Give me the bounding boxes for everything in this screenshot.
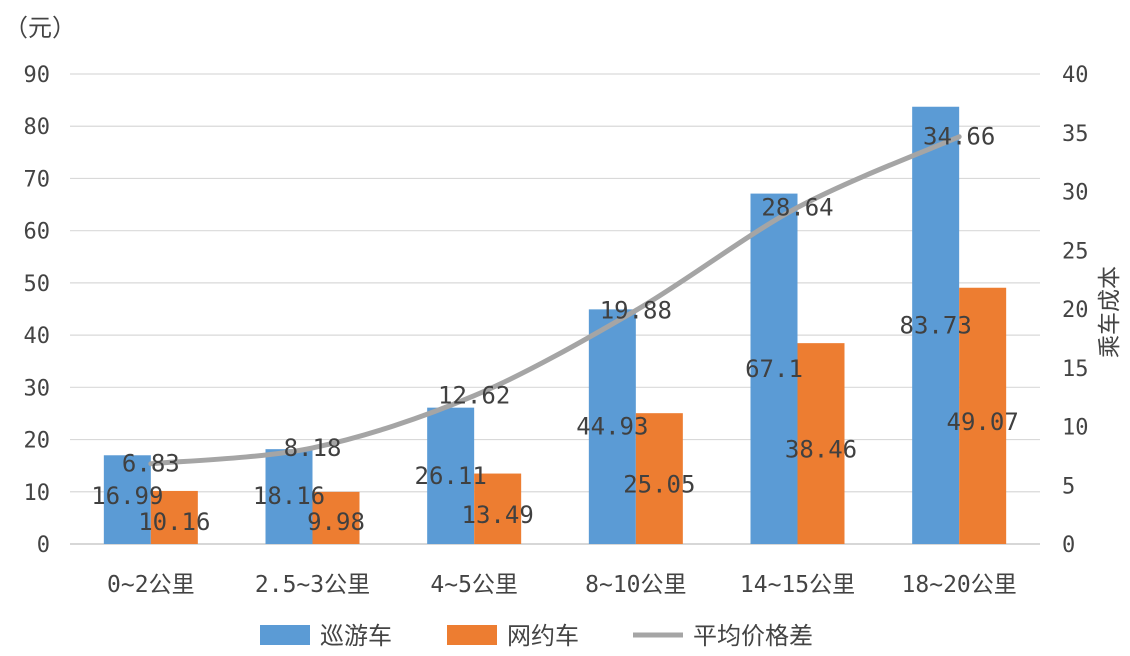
bar-ride-hailing-label: 38.46 <box>785 436 857 464</box>
legend-swatch-ride-hailing <box>447 625 497 645</box>
legend-swatch-cruise-taxi <box>260 625 310 645</box>
bars <box>103 106 1007 545</box>
category-label: 4~5公里 <box>430 572 518 598</box>
bar-cruise-taxi <box>427 407 475 544</box>
category-label: 14~15公里 <box>740 572 855 598</box>
left-tick-label: 50 <box>24 272 51 297</box>
right-tick-label: 20 <box>1062 298 1089 323</box>
bar-ride-hailing-label: 10.16 <box>138 508 210 536</box>
bar-ride-hailing-label: 9.98 <box>307 508 365 536</box>
category-label: 18~20公里 <box>902 572 1017 598</box>
bar-cruise-taxi-label: 67.1 <box>745 355 803 383</box>
bar-cruise-taxi <box>912 106 960 544</box>
category-label: 2.5~3公里 <box>255 572 370 598</box>
right-tick-label: 35 <box>1062 122 1089 147</box>
left-tick-label: 90 <box>24 63 51 88</box>
price-diff-label: 34.66 <box>923 123 995 151</box>
bar-cruise-taxi-label: 26.11 <box>415 462 487 490</box>
right-tick-label: 10 <box>1062 416 1089 441</box>
bar-cruise-taxi-label: 83.73 <box>900 311 972 339</box>
left-tick-label: 20 <box>24 429 51 454</box>
price-diff-line-layer <box>148 134 962 467</box>
data-labels: 16.99 18.16 26.11 44.93 67.1 83.73 10.16 9.98 13… <box>91 123 1019 536</box>
legend: 巡游车 网约车 平均价格差 <box>260 622 813 650</box>
price-diff-label: 19.88 <box>600 296 672 324</box>
bar-cruise-taxi <box>265 449 313 544</box>
bar-ride-hailing <box>312 491 360 544</box>
price-diff-label: 8.18 <box>284 434 342 462</box>
bar-ride-hailing <box>474 473 522 544</box>
left-tick-label: 80 <box>24 115 51 140</box>
legend-label: 平均价格差 <box>693 622 813 650</box>
bar-cruise-taxi <box>588 309 636 544</box>
bar-cruise-taxi-label: 16.99 <box>91 482 163 510</box>
bar-cruise-taxi <box>750 193 798 545</box>
left-tick-label: 0 <box>37 533 50 558</box>
left-tick-label: 60 <box>24 220 51 245</box>
left-axis-ticks: 0 10 20 30 40 50 60 70 80 90 <box>24 63 51 558</box>
left-tick-label: 30 <box>24 376 51 401</box>
bar-ride-hailing-label: 49.07 <box>947 408 1019 436</box>
category-label: 0~2公里 <box>107 572 195 598</box>
category-label: 8~10公里 <box>585 572 686 598</box>
category-labels: 0~2公里 2.5~3公里 4~5公里 8~10公里 14~15公里 18~20公里 <box>107 572 1017 598</box>
bar-ride-hailing <box>797 343 845 544</box>
right-tick-label: 30 <box>1062 181 1089 206</box>
legend-label: 网约车 <box>507 622 579 650</box>
price-diff-line <box>148 134 962 467</box>
bar-ride-hailing <box>959 287 1007 544</box>
price-diff-label: 12.62 <box>438 382 510 410</box>
right-tick-label: 15 <box>1062 357 1089 382</box>
gridlines <box>70 73 1040 545</box>
right-tick-label: 25 <box>1062 239 1089 264</box>
right-tick-label: 5 <box>1062 474 1075 499</box>
price-diff-label: 6.83 <box>122 450 180 478</box>
right-tick-label: 0 <box>1062 533 1075 558</box>
right-axis-ticks: 0 5 10 15 20 25 30 35 40 <box>1062 63 1089 558</box>
price-diff-label: 28.64 <box>761 193 833 221</box>
bar-cruise-taxi-label: 18.16 <box>253 482 325 510</box>
bar-cruise-taxi-label: 44.93 <box>576 413 648 441</box>
left-tick-label: 40 <box>24 324 51 349</box>
right-axis-title: 乘车成本 <box>1097 266 1123 358</box>
y-axis-unit-label: （元） <box>4 14 76 42</box>
left-tick-label: 10 <box>24 481 51 506</box>
bar-ride-hailing <box>635 413 683 544</box>
bar-ride-hailing-label: 13.49 <box>462 501 534 529</box>
bar-cruise-taxi <box>103 455 151 544</box>
left-tick-label: 70 <box>24 167 51 192</box>
bar-ride-hailing <box>150 490 198 544</box>
right-tick-label: 40 <box>1062 63 1089 88</box>
legend-label: 巡游车 <box>320 622 392 650</box>
bar-ride-hailing-label: 25.05 <box>623 471 695 499</box>
